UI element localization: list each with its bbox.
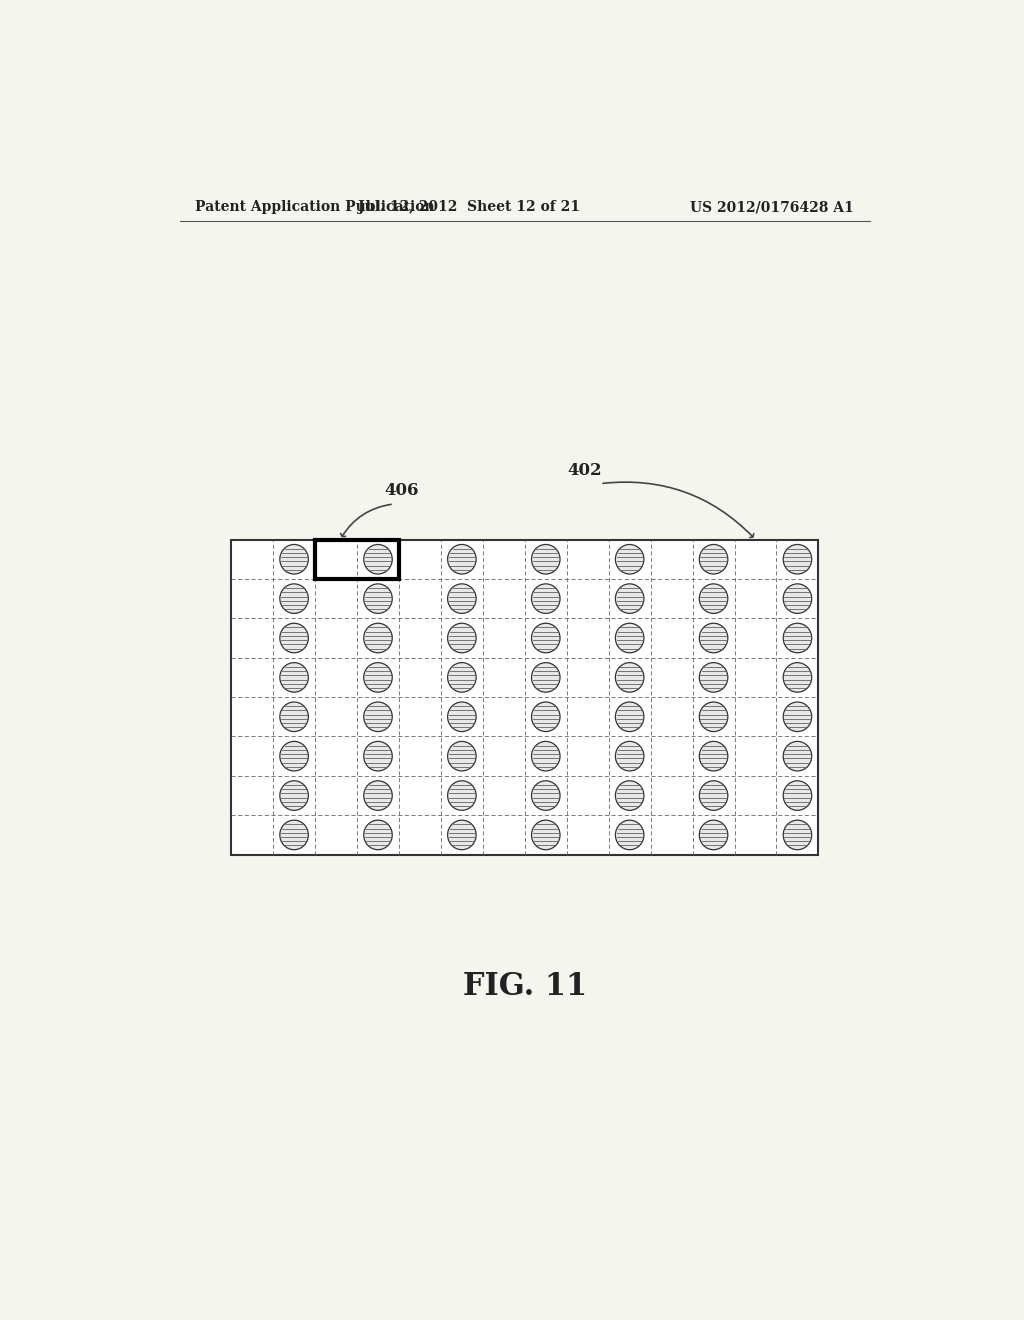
Ellipse shape [615,820,644,850]
Ellipse shape [280,583,308,614]
Ellipse shape [280,544,308,574]
Bar [231,540,818,854]
Ellipse shape [531,702,560,731]
Ellipse shape [447,544,476,574]
Bar [315,540,399,579]
Text: 402: 402 [567,462,602,479]
Ellipse shape [447,702,476,731]
Ellipse shape [531,583,560,614]
Ellipse shape [783,742,812,771]
Ellipse shape [447,583,476,614]
Ellipse shape [615,742,644,771]
Ellipse shape [699,663,728,692]
Ellipse shape [364,742,392,771]
Ellipse shape [447,663,476,692]
Ellipse shape [783,544,812,574]
Ellipse shape [699,742,728,771]
Ellipse shape [447,623,476,653]
Ellipse shape [280,742,308,771]
Ellipse shape [783,702,812,731]
Ellipse shape [364,663,392,692]
Ellipse shape [783,663,812,692]
Ellipse shape [699,583,728,614]
Ellipse shape [280,623,308,653]
Ellipse shape [531,742,560,771]
Ellipse shape [783,781,812,810]
Ellipse shape [699,623,728,653]
Ellipse shape [364,623,392,653]
Ellipse shape [615,583,644,614]
Text: FIG. 11: FIG. 11 [463,972,587,1002]
Ellipse shape [615,623,644,653]
Ellipse shape [447,742,476,771]
Text: 406: 406 [385,482,419,499]
Ellipse shape [531,663,560,692]
Ellipse shape [531,623,560,653]
Ellipse shape [364,583,392,614]
Ellipse shape [699,702,728,731]
Ellipse shape [447,781,476,810]
Ellipse shape [531,544,560,574]
Text: Jul. 12, 2012  Sheet 12 of 21: Jul. 12, 2012 Sheet 12 of 21 [358,201,581,214]
Ellipse shape [280,663,308,692]
Ellipse shape [783,623,812,653]
Text: US 2012/0176428 A1: US 2012/0176428 A1 [690,201,854,214]
Ellipse shape [783,820,812,850]
Ellipse shape [615,702,644,731]
Ellipse shape [615,544,644,574]
Ellipse shape [531,820,560,850]
Ellipse shape [280,702,308,731]
Ellipse shape [615,781,644,810]
Ellipse shape [280,820,308,850]
Ellipse shape [364,544,392,574]
Ellipse shape [364,781,392,810]
Ellipse shape [699,781,728,810]
Ellipse shape [364,702,392,731]
Ellipse shape [280,781,308,810]
Text: Patent Application Publication: Patent Application Publication [196,201,435,214]
Ellipse shape [447,820,476,850]
Ellipse shape [783,583,812,614]
Ellipse shape [699,544,728,574]
Ellipse shape [699,820,728,850]
Ellipse shape [531,781,560,810]
Ellipse shape [615,663,644,692]
Ellipse shape [364,820,392,850]
